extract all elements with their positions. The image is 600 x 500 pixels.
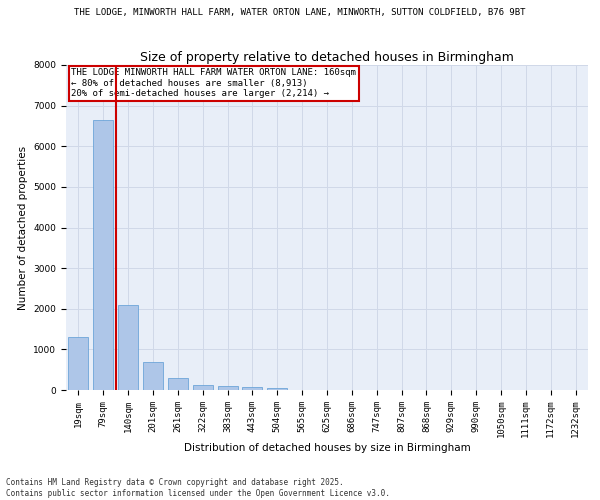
Text: Contains HM Land Registry data © Crown copyright and database right 2025.
Contai: Contains HM Land Registry data © Crown c…: [6, 478, 390, 498]
Bar: [94, 120, 113, 390]
Bar: [193, 384, 212, 390]
Bar: [68, 337, 88, 390]
Bar: [118, 304, 138, 390]
Bar: [168, 378, 188, 390]
Title: Size of property relative to detached houses in Birmingham: Size of property relative to detached ho…: [140, 51, 514, 64]
X-axis label: Distribution of detached houses by size in Birmingham: Distribution of detached houses by size …: [184, 443, 470, 453]
Bar: [218, 386, 238, 390]
Bar: [143, 362, 163, 390]
Text: THE LODGE, MINWORTH HALL FARM, WATER ORTON LANE, MINWORTH, SUTTON COLDFIELD, B76: THE LODGE, MINWORTH HALL FARM, WATER ORT…: [74, 8, 526, 16]
Y-axis label: Number of detached properties: Number of detached properties: [18, 146, 28, 310]
Text: THE LODGE MINWORTH HALL FARM WATER ORTON LANE: 160sqm
← 80% of detached houses a: THE LODGE MINWORTH HALL FARM WATER ORTON…: [71, 68, 356, 98]
Bar: [268, 388, 287, 390]
Bar: [242, 387, 262, 390]
